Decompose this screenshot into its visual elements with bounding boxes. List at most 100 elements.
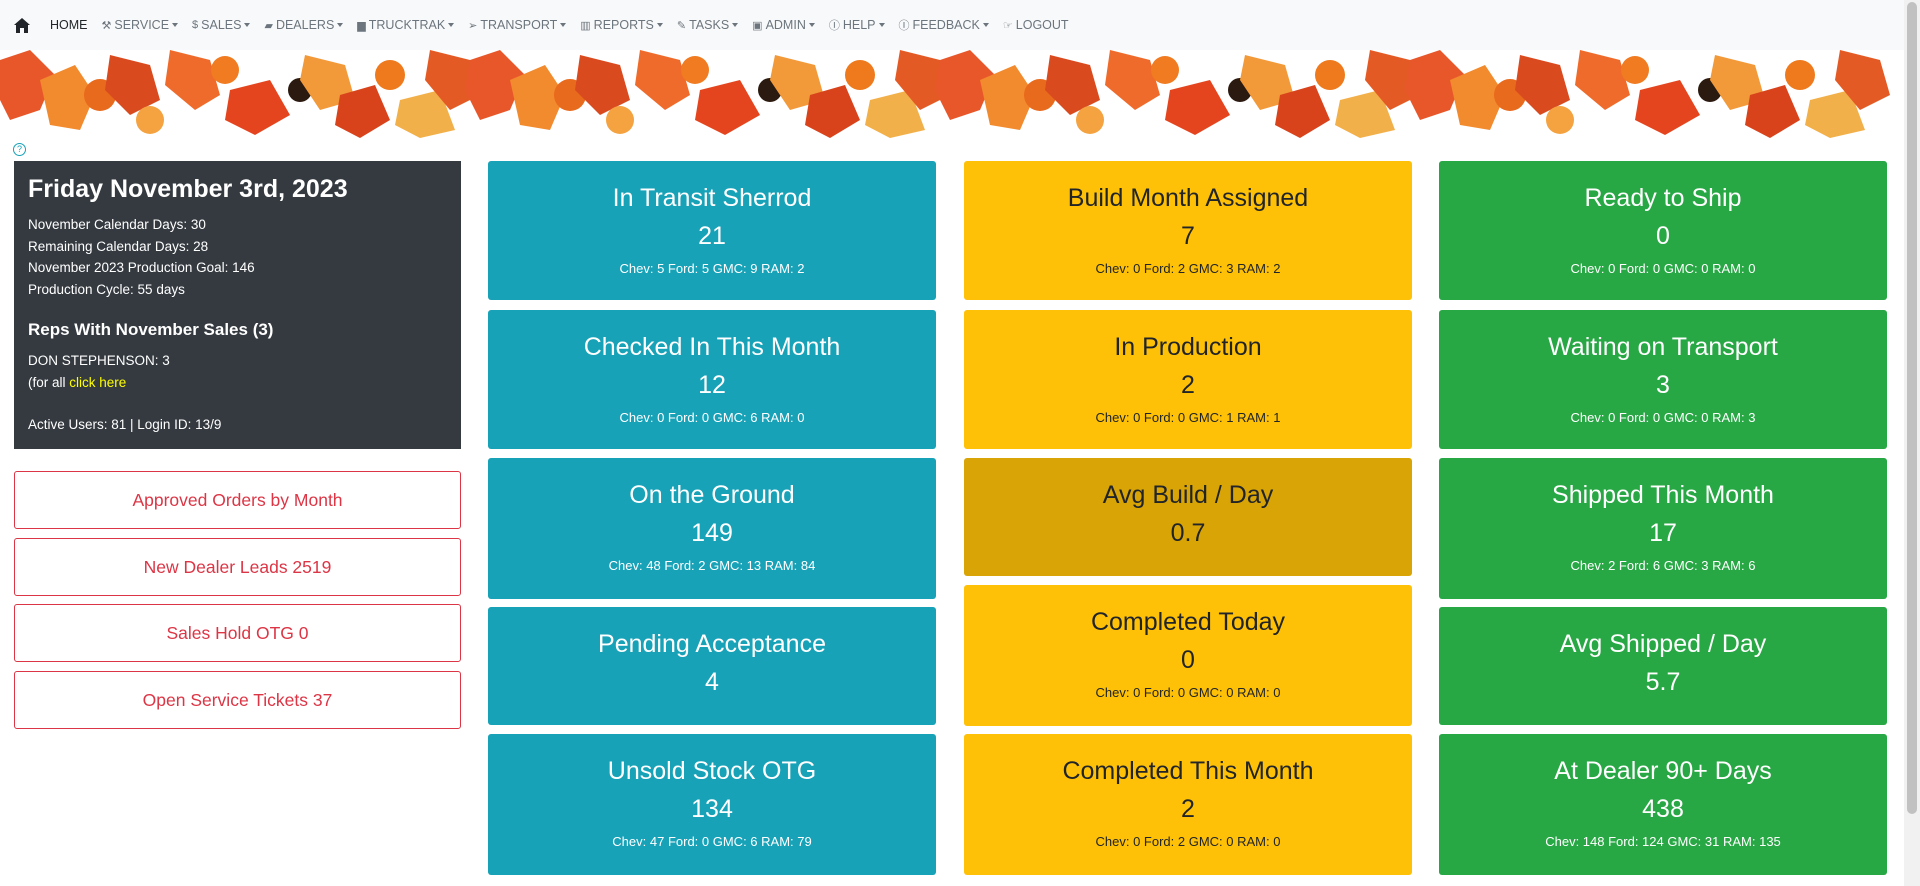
tile-value: 17 [1649,519,1677,547]
tile-breakdown: Chev: 0 Ford: 0 GMC: 0 RAM: 3 [1570,410,1756,425]
tile-value: 0 [1656,222,1670,250]
nav-logout-label: LOGOUT [1015,18,1069,32]
nav-help-label: HELP [842,18,876,32]
rep-line: DON STEPHENSON: 3 [28,353,170,368]
caret-down-icon [808,23,815,27]
tile-breakdown: Chev: 47 Ford: 0 GMC: 6 RAM: 79 [612,834,812,849]
nav-trucktrak-label: TRUCKTRAK [368,18,446,32]
nav-tasks[interactable]: ✎ TASKS [677,18,739,32]
caret-down-icon [560,23,567,27]
tile-breakdown: Chev: 0 Ford: 0 GMC: 6 RAM: 0 [619,410,805,425]
tile-title: Avg Build / Day [1102,481,1274,509]
car-icon: ▰ [264,19,273,32]
tile-value: 149 [691,519,733,547]
tile-completed-this-month[interactable]: Completed This Month 2 Chev: 0 Ford: 2 G… [964,734,1412,875]
tile-at-dealer-90-days[interactable]: At Dealer 90+ Days 438 Chev: 148 Ford: 1… [1439,734,1887,875]
tile-value: 4 [705,668,719,696]
nav-feedback[interactable]: ⓘ FEEDBACK [899,17,989,33]
tile-pending-acceptance[interactable]: Pending Acceptance 4 [488,607,936,725]
nav-dealers-label: DEALERS [275,18,335,32]
tile-completed-today[interactable]: Completed Today 0 Chev: 0 Ford: 0 GMC: 0… [964,585,1412,726]
tile-avg-shipped-per-day[interactable]: Avg Shipped / Day 5.7 [1439,607,1887,725]
lock-icon: ▣ [752,19,763,32]
tile-value: 134 [691,795,733,823]
caret-down-icon [244,23,251,27]
tile-value: 0.7 [1170,519,1206,547]
tile-avg-build-per-day[interactable]: Avg Build / Day 0.7 [964,458,1412,576]
new-dealer-leads-button[interactable]: New Dealer Leads 2519 [14,538,461,596]
tile-value: 21 [698,222,726,250]
tile-on-ground[interactable]: On the Ground 149 Chev: 48 Ford: 2 GMC: … [488,458,936,599]
click-here-link[interactable]: click here [69,374,127,390]
caret-down-icon [732,23,739,27]
nav-service-label: SERVICE [114,18,170,32]
current-date: Friday November 3rd, 2023 [28,175,348,203]
tile-in-production[interactable]: In Production 2 Chev: 0 Ford: 0 GMC: 1 R… [964,310,1412,449]
nav-home[interactable]: HOME [50,18,88,32]
tile-unsold-stock[interactable]: Unsold Stock OTG 134 Chev: 47 Ford: 0 GM… [488,734,936,875]
page-scrollbar[interactable] [1904,0,1920,886]
top-navbar: HOME ⚒ SERVICE $ SALES ▰ DEALERS ▆ TRUCKTRAK… [0,0,1904,50]
caret-down-icon [982,23,989,27]
tile-value: 0 [1181,646,1195,674]
tile-title: Shipped This Month [1552,481,1774,509]
tile-waiting-on-transport[interactable]: Waiting on Transport 3 Chev: 0 Ford: 0 G… [1439,310,1887,449]
tile-build-month-assigned[interactable]: Build Month Assigned 7 Chev: 0 Ford: 2 G… [964,161,1412,300]
tile-shipped-this-month[interactable]: Shipped This Month 17 Chev: 2 Ford: 6 GM… [1439,458,1887,599]
nav-transport-label: TRANSPORT [480,18,558,32]
tile-title: Waiting on Transport [1548,333,1778,361]
question-icon: ⓘ [828,20,840,32]
tile-title: Pending Acceptance [598,630,826,658]
nav-admin[interactable]: ▣ ADMIN [752,18,815,32]
nav-reports[interactable]: ▥ REPORTS [580,18,663,32]
page-help-icon[interactable]: ? [13,143,26,156]
tile-value: 2 [1181,371,1195,399]
production-cycle: Production Cycle: 55 days [28,281,185,297]
autumn-banner-image [0,50,1904,138]
reps-heading: Reps With November Sales (3) [28,320,274,339]
active-users: Active Users: 81 | Login ID: 13/9 [28,417,222,432]
tile-value: 12 [698,371,726,399]
nav-logout[interactable]: ☞ LOGOUT [1003,18,1069,32]
tile-checked-in[interactable]: Checked In This Month 12 Chev: 0 Ford: 0… [488,310,936,449]
tile-ready-to-ship[interactable]: Ready to Ship 0 Chev: 0 Ford: 0 GMC: 0 R… [1439,161,1887,300]
for-all-prefix: (for all [28,374,70,390]
home-icon[interactable] [14,16,32,34]
tile-value: 5.7 [1645,668,1681,696]
paper-plane-icon: ➢ [468,19,478,32]
tile-breakdown: Chev: 0 Ford: 2 GMC: 0 RAM: 0 [1095,834,1281,849]
tile-title: In Transit Sherrod [612,184,812,212]
tile-title: In Production [1114,333,1262,361]
dollar-icon: $ [192,19,199,31]
sales-hold-button[interactable]: Sales Hold OTG 0 [14,604,461,662]
nav-admin-label: ADMIN [765,18,806,32]
tile-title: Avg Shipped / Day [1559,630,1767,658]
nav-transport[interactable]: ➢ TRANSPORT [468,18,567,32]
scrollbar-thumb[interactable] [1907,2,1917,814]
nav-sales[interactable]: $ SALES [192,18,251,32]
truck-icon: ▆ [357,19,366,32]
tile-value: 7 [1181,222,1195,250]
caret-down-icon [337,23,344,27]
for-all-line: (for all click here [28,372,447,394]
nav-dealers[interactable]: ▰ DEALERS [264,18,344,32]
tile-title: Ready to Ship [1584,184,1742,212]
hand-icon: ☞ [1002,19,1013,32]
tile-title: Build Month Assigned [1067,184,1309,212]
nav-reports-label: REPORTS [593,18,654,32]
tile-breakdown: Chev: 48 Ford: 2 GMC: 13 RAM: 84 [608,558,816,573]
tile-title: Completed Today [1090,608,1286,636]
summary-info-panel: Friday November 3rd, 2023 November Calen… [14,161,461,449]
tile-breakdown: Chev: 0 Ford: 0 GMC: 1 RAM: 1 [1095,410,1281,425]
nav-trucktrak[interactable]: ▆ TRUCKTRAK [357,18,455,32]
nav-help[interactable]: ⓘ HELP [829,17,885,33]
chart-icon: ▥ [580,19,591,32]
tile-breakdown: Chev: 5 Ford: 5 GMC: 9 RAM: 2 [619,261,805,276]
tile-breakdown: Chev: 0 Ford: 0 GMC: 0 RAM: 0 [1095,685,1281,700]
open-service-tickets-button[interactable]: Open Service Tickets 37 [14,671,461,729]
nav-service[interactable]: ⚒ SERVICE [102,18,179,32]
approved-orders-button[interactable]: Approved Orders by Month [14,471,461,529]
tile-in-transit[interactable]: In Transit Sherrod 21 Chev: 5 Ford: 5 GM… [488,161,936,300]
wrench-icon: ⚒ [101,19,112,32]
tile-value: 2 [1181,795,1195,823]
